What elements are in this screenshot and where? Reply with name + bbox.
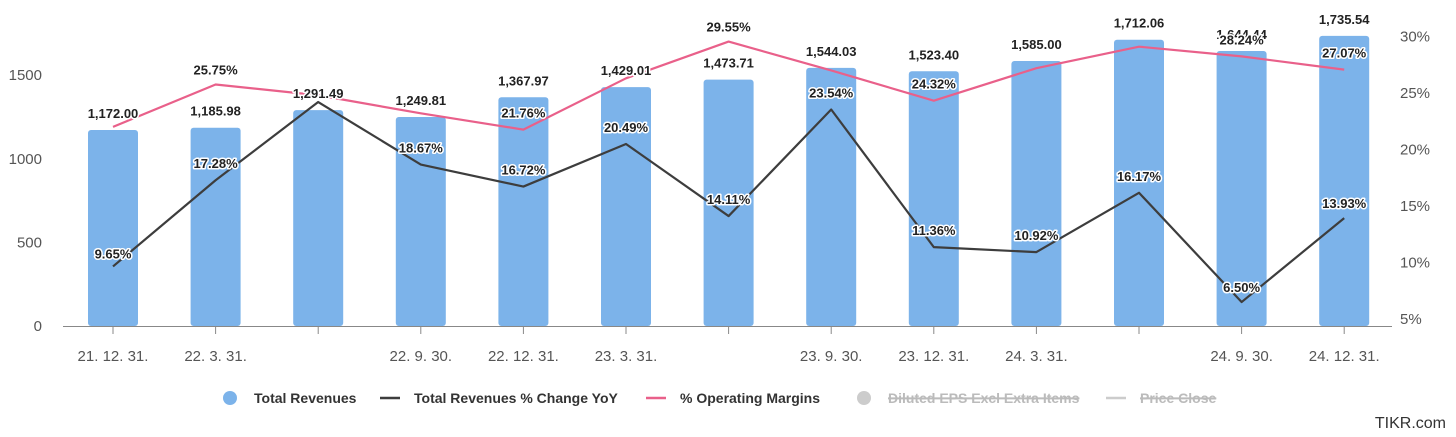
- legend-item: Price Close: [1106, 390, 1216, 406]
- revenue-value-label: 1,523.40: [908, 47, 959, 62]
- revenue-yoy-label: 9.65%: [95, 246, 132, 261]
- revenue-value-label: 1,172.00: [88, 106, 139, 121]
- revenue-yoy-label: 23.54%: [809, 85, 854, 100]
- legend-label: % Operating Margins: [680, 390, 820, 406]
- revenue-value-label: 1,429.01: [601, 63, 652, 78]
- revenue-bar: [190, 127, 241, 326]
- left-axis-tick-label: 500: [17, 234, 42, 251]
- x-axis-tick-label: 22. 3. 31.: [184, 348, 247, 365]
- legend-item: Diluted EPS Excl Extra Items: [857, 390, 1080, 406]
- revenue-value-label: 1,735.54: [1319, 12, 1370, 27]
- revenue-yoy-label: 17.28%: [194, 156, 239, 171]
- revenue-bar: [498, 97, 549, 326]
- data-labels: 1,172.00 1,185.98 1,291.49 1,249.81 1,367.97…: [86, 10, 1372, 296]
- left-y-axis: 0 500 1000 1500: [9, 67, 42, 335]
- revenue-yoy-label: 10.92%: [1014, 228, 1059, 243]
- revenue-value-label: 1,544.03: [806, 44, 857, 59]
- legend-swatch-circle: [223, 391, 237, 405]
- x-axis-tick-label: 23. 3. 31.: [595, 348, 658, 365]
- right-axis-tick-label: 20%: [1400, 142, 1430, 159]
- revenue-yoy-line: [112, 100, 1345, 304]
- left-axis-tick-label: 0: [34, 318, 42, 335]
- revenue-yoy-label: 14.11%: [707, 192, 751, 207]
- revenue-yoy-label: 20.49%: [604, 120, 649, 135]
- revenue-value-label: 1,185.98: [190, 104, 241, 119]
- revenue-value-label: 1,291.49: [293, 86, 344, 101]
- revenue-bar: [1114, 39, 1164, 327]
- revenue-bar: [88, 130, 138, 326]
- revenue-yoy-label: 13.93%: [1322, 196, 1367, 211]
- revenue-yoy-label: 16.72%: [501, 163, 546, 178]
- operating-margin-label: 21.76%: [501, 106, 546, 121]
- revenue-value-label: 1,585.00: [1011, 37, 1062, 52]
- revenue-value-label: 1,249.81: [395, 93, 446, 108]
- line-series: [112, 40, 1345, 304]
- right-axis-tick-label: 10%: [1400, 255, 1430, 272]
- legend: Total Revenues Total Revenues % Change Yo…: [223, 390, 1216, 406]
- operating-margin-line: [112, 40, 1345, 131]
- revenue-value-label: 1,473.71: [703, 56, 754, 71]
- x-axis-tick-label: 23. 9. 30.: [800, 348, 863, 365]
- x-axis-tick-label: 21. 12. 31.: [78, 348, 149, 365]
- right-axis-tick-label: 5%: [1400, 311, 1422, 328]
- operating-margin-label: 27.07%: [1322, 46, 1367, 61]
- legend-item: Total Revenues % Change YoY: [380, 390, 618, 406]
- revenue-value-label: 1,367.97: [498, 73, 549, 88]
- operating-margin-label: 28.24%: [1220, 32, 1265, 47]
- revenue-yoy-label: 18.67%: [399, 141, 444, 156]
- revenue-bar: [908, 71, 959, 326]
- revenue-bar: [703, 79, 754, 326]
- operating-margin-label: 25.75%: [194, 63, 239, 78]
- right-y-axis: 5% 10% 15% 20% 25% 30%: [1400, 29, 1430, 329]
- revenue-bar: [601, 87, 651, 327]
- x-axis-tick-label: 22. 9. 30.: [390, 348, 453, 365]
- revenue-value-label: 1,712.06: [1114, 16, 1165, 31]
- x-axis-tick-label: 24. 3. 31.: [1005, 348, 1068, 365]
- right-axis-tick-label: 25%: [1400, 85, 1430, 102]
- revenue-yoy-label: 16.17%: [1117, 169, 1162, 184]
- legend-item: % Operating Margins: [646, 390, 820, 406]
- x-axis-tick-label: 22. 12. 31.: [488, 348, 559, 365]
- revenue-bar: [1319, 35, 1370, 326]
- revenue-yoy-label: 6.50%: [1223, 280, 1260, 295]
- right-axis-tick-label: 30%: [1400, 29, 1430, 46]
- operating-margin-label: 29.55%: [707, 20, 752, 35]
- watermark: TIKR.com: [1375, 415, 1446, 432]
- x-axis: 21. 12. 31. 22. 3. 31. 22. 9. 30. 22. 12. 3…: [63, 326, 1392, 365]
- right-axis-tick-label: 15%: [1400, 198, 1430, 215]
- legend-label: Total Revenues: [254, 390, 357, 406]
- revenue-yoy-label: 11.36%: [912, 223, 956, 238]
- operating-margin-label: 24.32%: [912, 77, 957, 92]
- revenue-bar: [395, 117, 446, 326]
- revenue-bars: [88, 35, 1370, 327]
- revenue-bar: [806, 67, 857, 326]
- revenue-value-label: 1,644.44: [1216, 27, 1267, 42]
- legend-item: Total Revenues: [223, 390, 357, 406]
- left-axis-tick-label: 1500: [9, 67, 42, 84]
- x-axis-tick-label: 23. 12. 31.: [898, 348, 969, 365]
- revenue-bar: [293, 110, 344, 327]
- revenue-bar: [1216, 51, 1267, 327]
- x-axis-tick-label: 24. 12. 31.: [1309, 348, 1380, 365]
- legend-swatch-circle: [857, 391, 871, 405]
- legend-label: Total Revenues % Change YoY: [414, 390, 618, 406]
- revenue-bar: [1011, 60, 1062, 326]
- x-axis-tick-label: 24. 9. 30.: [1210, 348, 1273, 365]
- left-axis-tick-label: 1000: [9, 151, 42, 168]
